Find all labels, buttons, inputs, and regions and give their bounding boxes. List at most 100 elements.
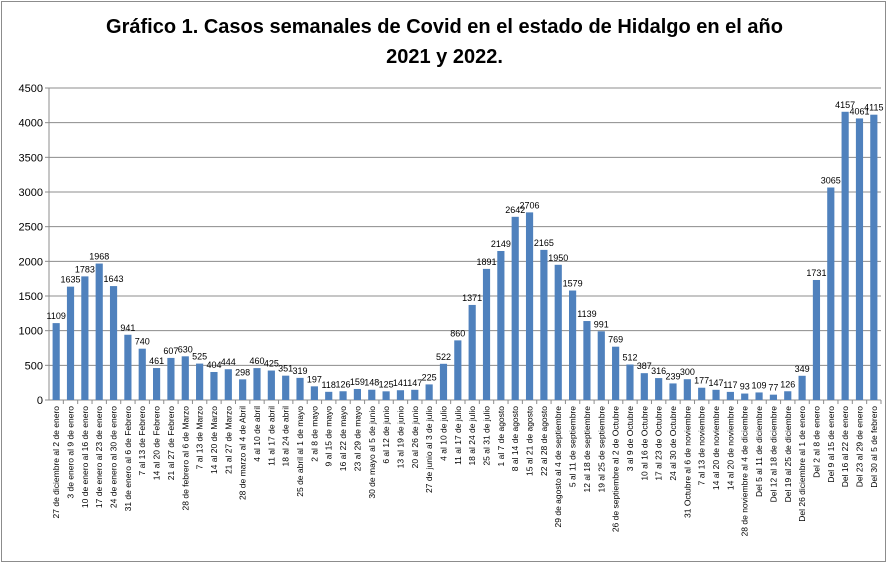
data-label: 2149	[491, 239, 511, 249]
bar	[325, 391, 333, 400]
data-label: 118	[322, 380, 336, 390]
data-label: 941	[120, 323, 135, 333]
bar	[554, 264, 562, 400]
data-label: 607	[163, 346, 178, 356]
y-tick-label: 1000	[19, 326, 43, 338]
x-category-label: 14 al 20 de Marzo	[209, 406, 219, 474]
bar	[239, 379, 247, 400]
bar	[224, 369, 232, 400]
data-label: 2165	[534, 238, 554, 248]
x-category-label: 31 de enero al 6 de Febrero	[123, 406, 133, 512]
x-category-label: 18 al 24 de julio	[467, 406, 477, 466]
data-label: 126	[336, 379, 351, 389]
x-category-label: Del 19 al 25 de diciembre	[783, 406, 793, 503]
x-category-label: Del 5 al 11 de diciembre	[754, 406, 764, 497]
chart-title-line-2: 2021 y 2022.	[386, 46, 503, 68]
data-label: 77	[768, 383, 778, 393]
y-tick-label: 3500	[19, 152, 43, 164]
data-label: 1783	[75, 264, 95, 274]
x-category-label: 14 al 20 de noviembre	[711, 406, 721, 490]
data-label: 239	[665, 371, 680, 381]
bar	[282, 375, 290, 400]
data-label: 1891	[477, 257, 497, 267]
bar	[396, 390, 405, 400]
bar	[597, 331, 605, 400]
y-tick-label: 0	[37, 395, 43, 407]
data-label: 404	[206, 360, 221, 370]
data-label: 1643	[104, 274, 124, 284]
x-category-label: Del 23 al 29 de enero	[854, 406, 864, 488]
x-category-label: 3 al 9 de Octubre	[625, 406, 635, 471]
x-category-label: 1 al 7 de agosto	[496, 406, 506, 467]
x-category-label: 13 al 19 de junio	[395, 406, 405, 469]
bar	[569, 290, 577, 400]
data-label: 197	[307, 374, 322, 384]
bar	[210, 371, 218, 400]
data-label: 147	[407, 378, 422, 388]
bar	[66, 286, 75, 400]
x-category-label: 14 al 20 de noviembre	[725, 406, 735, 490]
x-category-label: 4 al 10 de julio	[438, 406, 448, 461]
bar	[497, 251, 505, 400]
data-label: 126	[780, 379, 795, 389]
x-category-label: 5 al 11 de septiembre	[568, 406, 578, 487]
x-category-label: 15 al 21 de agosto	[525, 406, 535, 476]
x-category-label: 16 al 22 de mayo	[338, 406, 348, 471]
bar	[540, 249, 548, 400]
data-label: 2642	[505, 205, 525, 215]
data-label: 1371	[462, 293, 482, 303]
y-tick-label: 3000	[19, 187, 43, 199]
chart-title: Gráfico 1. Casos semanales de Covid en e…	[2, 12, 887, 72]
x-category-label: 28 de marzo al 4 de Abril	[238, 406, 248, 500]
bar	[798, 375, 806, 400]
y-tick-label: 4500	[19, 83, 43, 95]
bar	[124, 334, 132, 400]
x-category-label: 10 al 16 de Octubre	[639, 406, 649, 481]
bar	[109, 286, 118, 400]
y-tick-label: 2500	[19, 222, 43, 234]
bar	[296, 377, 304, 400]
data-label: 522	[436, 352, 451, 362]
bar	[640, 373, 648, 400]
data-label: 117	[723, 380, 737, 390]
data-label: 148	[364, 378, 379, 388]
bar	[827, 187, 835, 400]
y-tick-label: 2000	[19, 256, 43, 268]
bar	[368, 389, 376, 400]
x-category-label: 24 al 30 de Octubre	[668, 406, 678, 481]
data-label: 860	[450, 328, 465, 338]
x-category-label: 31 Octubre al 6 de noviembre	[682, 406, 692, 518]
data-label: 1968	[89, 252, 109, 262]
x-category-label: 27 de junio al 3 de julio	[424, 406, 434, 493]
data-label: 1139	[577, 309, 596, 319]
data-label: 316	[651, 366, 666, 376]
data-label: 1109	[46, 311, 65, 321]
x-category-label: 26 de septiembre al 2 de Octubre	[611, 406, 621, 532]
data-label: 769	[608, 335, 623, 345]
chart-title-line-1: Gráfico 1. Casos semanales de Covid en e…	[106, 16, 783, 38]
y-tick-label: 4000	[19, 118, 43, 130]
x-category-label: 18 al 24 de abril	[281, 406, 291, 467]
data-label: 425	[264, 359, 279, 369]
x-category-label: Del 12 al 18 de diciembre	[768, 406, 778, 503]
x-category-label: 7 al 13 de Febrero	[137, 406, 147, 476]
bar	[655, 378, 663, 400]
data-label: 740	[135, 337, 150, 347]
data-label: 461	[149, 356, 164, 366]
bar	[138, 348, 146, 400]
bar	[52, 323, 60, 400]
data-label: 512	[622, 353, 637, 363]
bar	[712, 389, 720, 400]
data-label: 630	[178, 344, 193, 354]
x-category-label: 23 al 29 de mayo	[352, 406, 362, 471]
bar	[769, 394, 777, 400]
data-label: 4157	[835, 100, 855, 110]
x-category-label: 22 al 28 de agosto	[539, 406, 549, 476]
data-label: 4061	[849, 106, 869, 116]
bar	[784, 391, 792, 400]
x-category-label: 24 de enero al 30 de enero	[109, 406, 119, 508]
x-category-label: 7 al 13 de Marzo	[195, 406, 205, 470]
bar	[741, 393, 749, 400]
x-category-label: Del 26 diciembre al 1 de enero	[797, 406, 807, 522]
